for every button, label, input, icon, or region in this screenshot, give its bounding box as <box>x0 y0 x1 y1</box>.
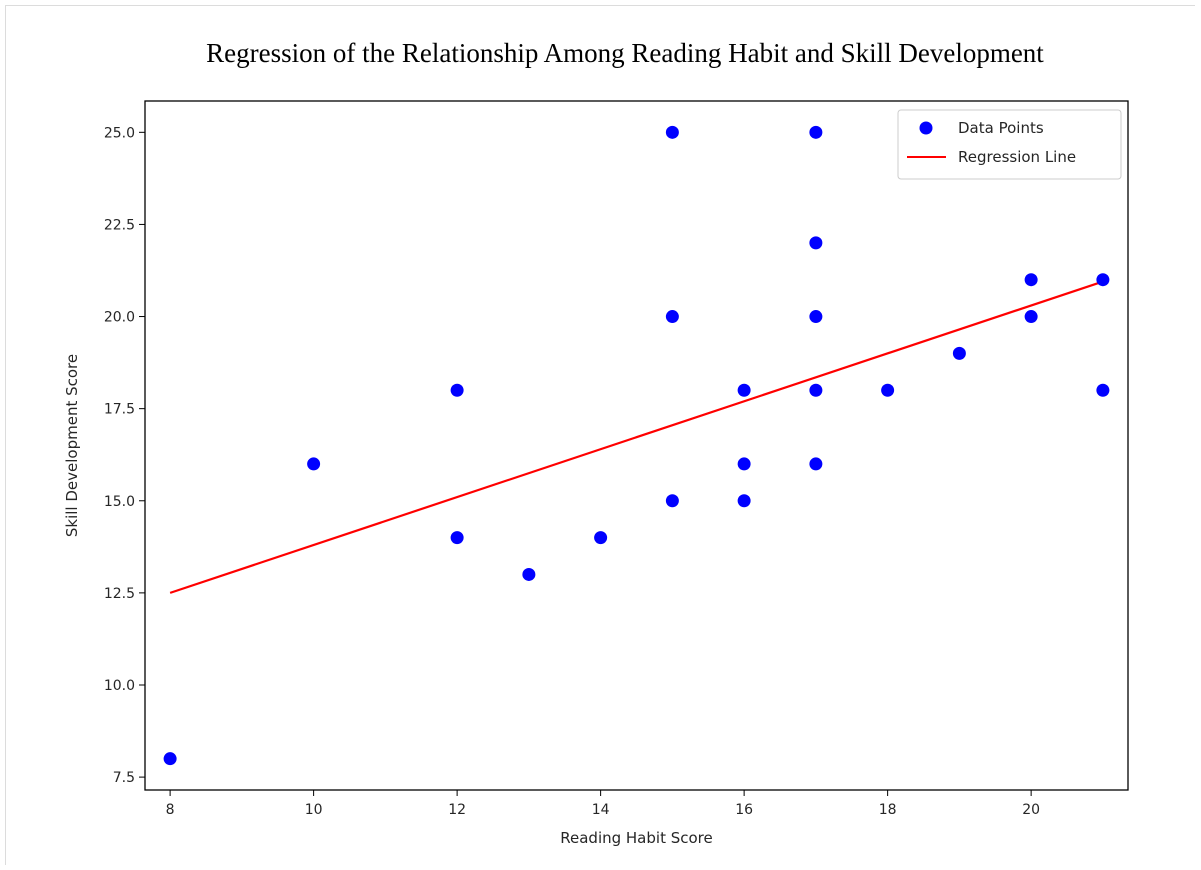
data-point <box>163 752 177 766</box>
y-tick-label: 12.5 <box>104 586 135 602</box>
y-axis: 7.5 10.0 12.5 15.0 17.5 20.0 22.5 25.0 <box>104 125 145 786</box>
legend-label-data-points: Data Points <box>958 119 1044 137</box>
y-tick-label: 22.5 <box>104 217 135 233</box>
data-point <box>809 310 823 324</box>
data-point <box>665 494 679 508</box>
y-tick-label: 17.5 <box>104 402 135 418</box>
data-point <box>737 494 751 508</box>
data-point <box>881 383 895 397</box>
x-tick-label: 18 <box>879 802 897 818</box>
data-point <box>665 310 679 324</box>
x-axis-label: Reading Habit Score <box>560 829 712 847</box>
points-layer <box>163 125 1110 766</box>
legend-marker-data-points <box>919 121 933 135</box>
x-tick-label: 20 <box>1022 802 1040 818</box>
data-point <box>665 125 679 139</box>
legend-box <box>897 109 1122 180</box>
y-tick-label: 20.0 <box>104 310 135 326</box>
x-tick-label: 12 <box>448 802 466 818</box>
data-point <box>809 457 823 471</box>
axes-frame <box>144 100 1129 791</box>
legend: Data Points Regression Line <box>897 109 1122 180</box>
regression-line <box>169 280 1104 594</box>
x-tick-label: 10 <box>305 802 323 818</box>
data-point <box>809 236 823 250</box>
figure-frame <box>5 5 1195 865</box>
x-axis: 8 10 12 14 16 18 20 <box>166 790 1040 818</box>
data-point <box>809 125 823 139</box>
data-point <box>307 457 321 471</box>
data-point <box>594 531 608 545</box>
regression-layer <box>169 280 1104 594</box>
x-tick-label: 14 <box>592 802 610 818</box>
y-tick-label: 15.0 <box>104 494 135 510</box>
y-tick-label: 7.5 <box>113 770 135 786</box>
data-point <box>450 531 464 545</box>
data-point <box>450 383 464 397</box>
y-axis-label: Skill Development Score <box>63 354 81 537</box>
legend-label-regression-line: Regression Line <box>958 148 1076 166</box>
data-point <box>737 457 751 471</box>
data-point <box>952 346 966 360</box>
data-point <box>1096 273 1110 287</box>
chart-title: Regression of the Relationship Among Rea… <box>206 38 1044 68</box>
data-point <box>522 567 536 581</box>
plot-area <box>144 100 1129 791</box>
data-point <box>1024 310 1038 324</box>
data-point <box>809 383 823 397</box>
y-tick-label: 10.0 <box>104 678 135 694</box>
data-point <box>737 383 751 397</box>
y-tick-label: 25.0 <box>104 125 135 141</box>
data-point <box>1096 383 1110 397</box>
x-tick-label: 16 <box>735 802 753 818</box>
data-point <box>1024 273 1038 287</box>
x-tick-label: 8 <box>166 802 175 818</box>
